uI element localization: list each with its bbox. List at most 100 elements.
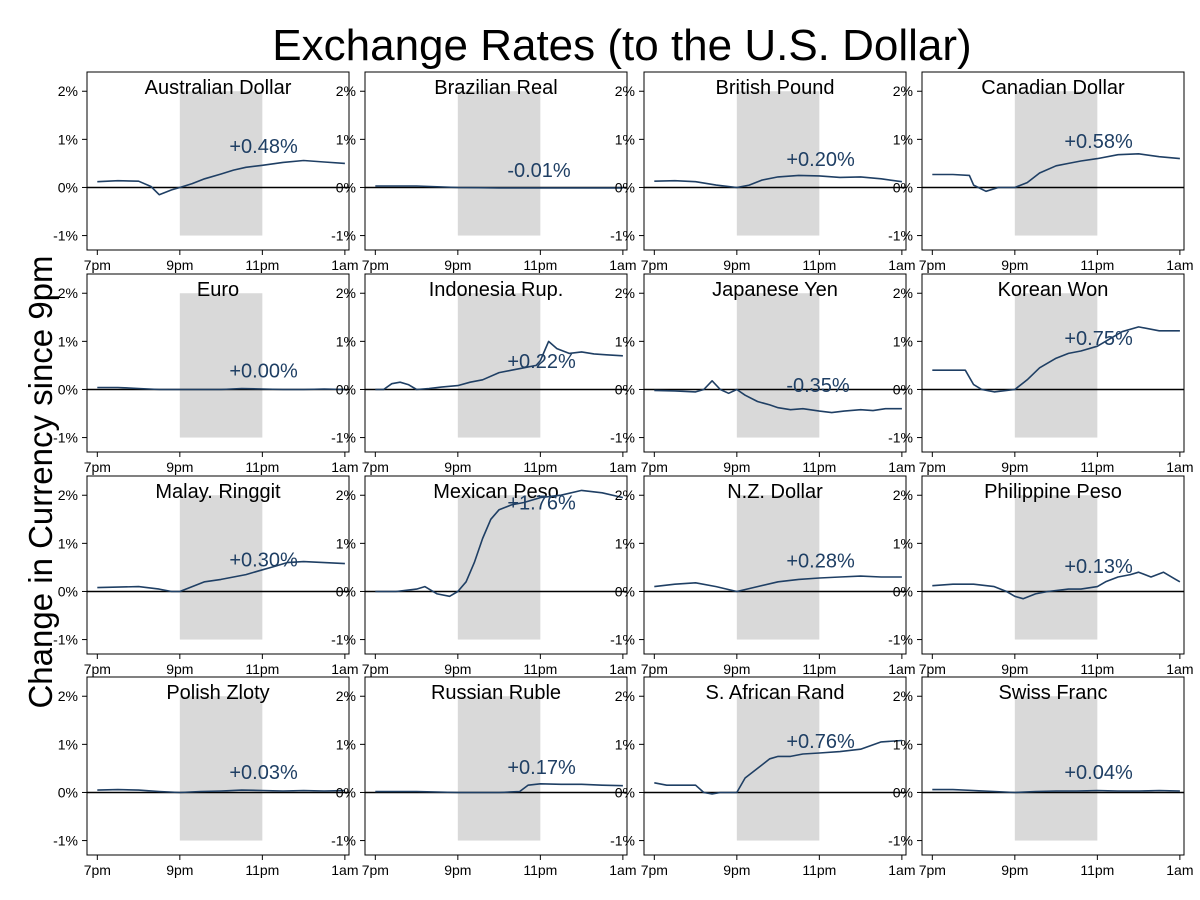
x-tick-label: 9pm (166, 459, 193, 475)
x-tick-label: 7pm (84, 661, 111, 677)
y-tick-label: 2% (336, 285, 356, 301)
y-tick-label: 2% (58, 487, 78, 503)
panel-title: British Pound (716, 77, 835, 99)
panel-title: Mexican Peso (433, 481, 559, 503)
y-tick-label: 0% (893, 179, 913, 195)
panel-swiss-franc: -1% 0% 1% 2% 7pm 9pm 11pm 1am Swiss Franc +0.04% (888, 676, 1193, 878)
change-annotation: +0.76% (786, 731, 855, 753)
y-tick-label: -1% (53, 632, 78, 648)
x-tick-label: 11pm (523, 257, 557, 273)
y-tick-label: 2% (615, 487, 635, 503)
y-tick-label: 1% (893, 131, 913, 147)
y-tick-label: 2% (615, 83, 635, 99)
x-tick-label: 11pm (523, 459, 557, 475)
panel-title: Russian Ruble (431, 682, 561, 704)
series-line (97, 560, 345, 593)
series-line (932, 326, 1180, 393)
x-tick-label: 11pm (245, 862, 279, 878)
change-annotation: -0.01% (507, 160, 571, 182)
shaded-window (179, 495, 263, 640)
x-tick-label: 11pm (1080, 257, 1114, 273)
panel-n-z-dollar: -1% 0% 1% 2% 7pm 9pm 11pm 1am N.Z. Dollar +0.28% (610, 475, 915, 677)
x-tick-label: 9pm (723, 862, 750, 878)
x-tick-label: 11pm (1080, 862, 1114, 878)
y-tick-label: 2% (893, 285, 913, 301)
x-tick-label: 1am (331, 862, 358, 878)
shaded-window (457, 293, 541, 438)
panel-russian-ruble: -1% 0% 1% 2% 7pm 9pm 11pm 1am Russian Ruble +0.17… (331, 676, 636, 878)
x-tick-label: 9pm (1001, 459, 1028, 475)
y-tick-label: 1% (615, 333, 635, 349)
panel-title: N.Z. Dollar (727, 481, 823, 503)
x-tick-label: 7pm (641, 459, 668, 475)
change-annotation: +0.04% (1064, 762, 1133, 784)
panel-title: Euro (197, 279, 239, 301)
y-tick-label: 1% (615, 736, 635, 752)
y-tick-label: 1% (58, 333, 78, 349)
x-tick-label: 9pm (723, 257, 750, 273)
y-tick-label: 2% (615, 285, 635, 301)
x-tick-label: 1am (888, 661, 915, 677)
x-tick-label: 9pm (444, 862, 471, 878)
y-tick-label: 0% (893, 583, 913, 599)
y-tick-label: 2% (893, 487, 913, 503)
panel-euro: -1% 0% 1% 2% 7pm 9pm 11pm 1am Euro +0.00% (53, 273, 358, 475)
series-line (932, 788, 1180, 794)
x-tick-label: 11pm (802, 862, 836, 878)
y-tick-label: -1% (610, 632, 635, 648)
panel-title: Philippine Peso (984, 481, 1122, 503)
x-tick-label: 11pm (1080, 459, 1114, 475)
x-tick-label: 11pm (245, 661, 279, 677)
shaded-window (736, 495, 820, 640)
panel-title: Australian Dollar (145, 77, 292, 99)
x-tick-label: 9pm (166, 257, 193, 273)
x-tick-label: 9pm (444, 459, 471, 475)
y-tick-label: 0% (58, 179, 78, 195)
y-tick-label: 2% (336, 487, 356, 503)
panel-indonesia-rup: -1% 0% 1% 2% 7pm 9pm 11pm 1am Indonesia Rup. +0.2… (331, 273, 636, 475)
series-line (654, 380, 902, 414)
x-tick-label: 9pm (1001, 862, 1028, 878)
y-tick-label: 1% (615, 131, 635, 147)
y-tick-label: 0% (58, 381, 78, 397)
change-annotation: +0.58% (1064, 131, 1133, 153)
y-tick-label: 1% (336, 535, 356, 551)
x-tick-label: 9pm (166, 862, 193, 878)
x-tick-label: 1am (1166, 459, 1193, 475)
panel-korean-won: -1% 0% 1% 2% 7pm 9pm 11pm 1am Korean Won +0.75% (888, 273, 1193, 475)
panel-title: Malay. Ringgit (155, 481, 281, 503)
y-tick-label: -1% (888, 833, 913, 849)
shaded-window (1014, 91, 1098, 236)
x-tick-label: 1am (609, 459, 636, 475)
x-tick-label: 1am (1166, 661, 1193, 677)
series-line (654, 575, 902, 593)
y-axis-label: Change in Currency since 9pm (22, 255, 59, 708)
y-tick-label: -1% (888, 228, 913, 244)
panel-polish-zloty: -1% 0% 1% 2% 7pm 9pm 11pm 1am Polish Zloty +0.03% (53, 676, 358, 878)
x-tick-label: 9pm (444, 661, 471, 677)
x-tick-label: 1am (1166, 257, 1193, 273)
series-line (97, 788, 345, 794)
y-tick-label: 2% (58, 688, 78, 704)
shaded-window (736, 293, 820, 438)
x-tick-label: 7pm (84, 862, 111, 878)
y-tick-label: 2% (336, 83, 356, 99)
y-tick-label: 0% (893, 381, 913, 397)
x-tick-label: 9pm (723, 459, 750, 475)
x-tick-label: 1am (609, 862, 636, 878)
y-tick-label: 2% (58, 285, 78, 301)
series-line (932, 153, 1180, 193)
change-annotation: +0.00% (229, 360, 298, 382)
x-tick-label: 7pm (84, 257, 111, 273)
y-tick-label: 0% (336, 381, 356, 397)
x-tick-label: 1am (609, 257, 636, 273)
series-line (375, 489, 624, 598)
panel-canadian-dollar: -1% 0% 1% 2% 7pm 9pm 11pm 1am Canadian Dollar +0.… (888, 71, 1193, 273)
x-tick-label: 1am (609, 661, 636, 677)
change-annotation: +1.76% (507, 493, 576, 515)
x-tick-label: 1am (331, 257, 358, 273)
x-tick-label: 7pm (919, 661, 946, 677)
x-tick-label: 11pm (802, 257, 836, 273)
series-line (654, 739, 902, 795)
